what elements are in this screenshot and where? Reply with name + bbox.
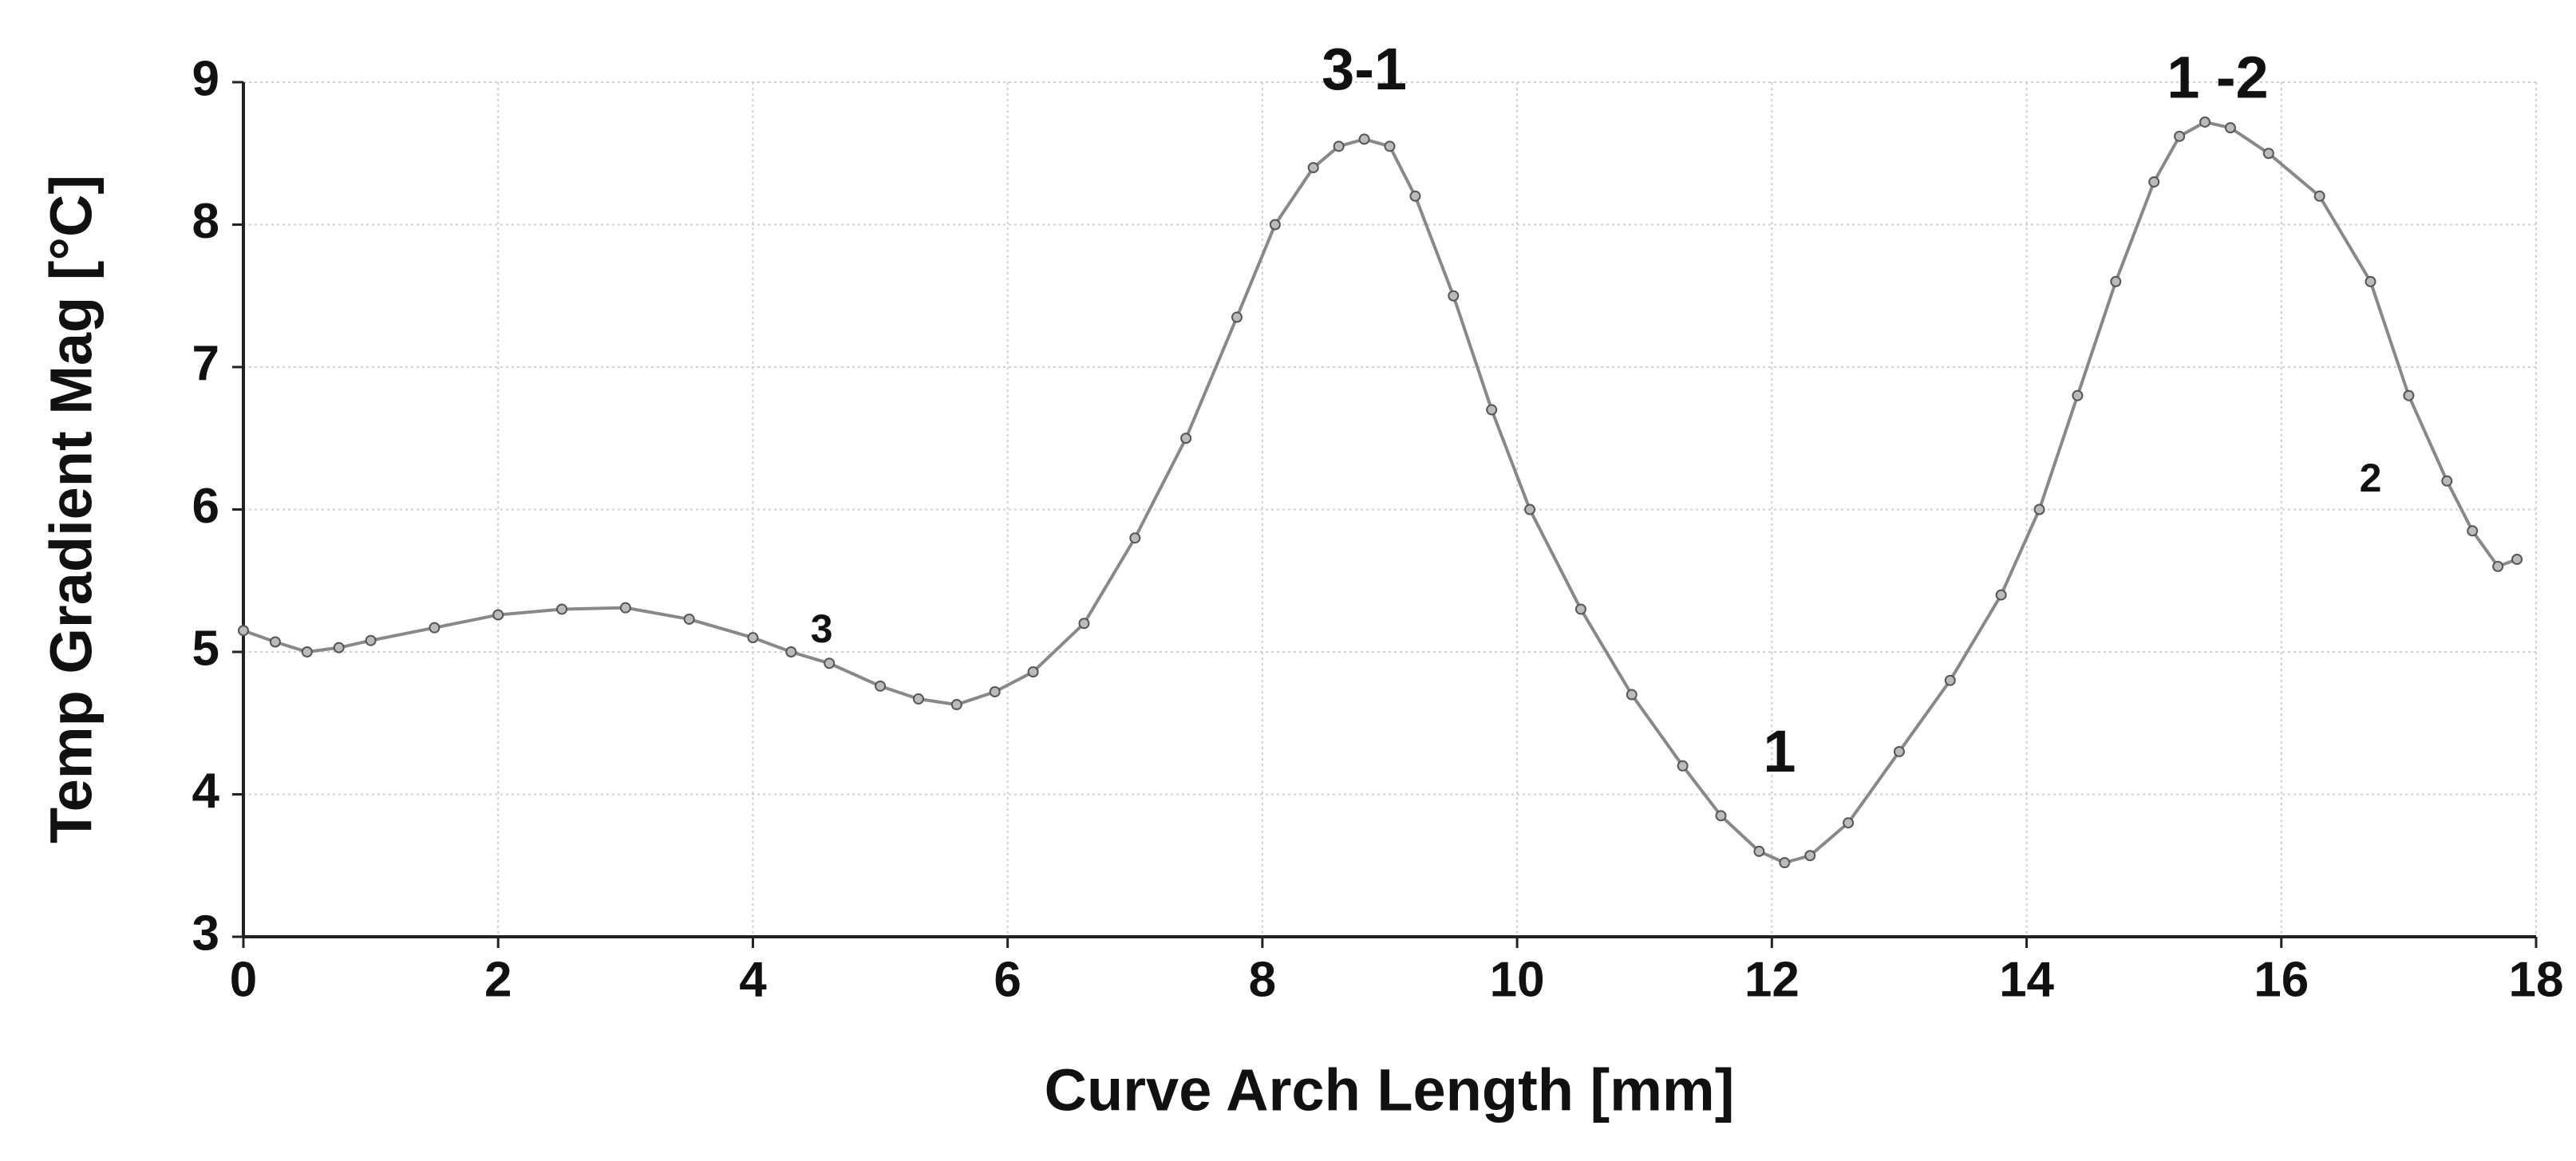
- point: [1944, 674, 1956, 686]
- point: [1180, 432, 1192, 444]
- point: [2511, 553, 2523, 565]
- point: [1715, 810, 1727, 822]
- point: [824, 658, 836, 669]
- point: [1995, 589, 2007, 601]
- point: [747, 632, 759, 644]
- x-tick-label: 12: [1744, 952, 1800, 1007]
- point: [301, 646, 313, 658]
- annotation: 1 -2: [2167, 45, 2269, 111]
- point: [238, 625, 249, 637]
- annotation: 2: [2360, 456, 2382, 500]
- point: [1804, 850, 1816, 862]
- point: [912, 693, 924, 705]
- point: [2199, 116, 2211, 128]
- point: [1779, 857, 1791, 869]
- y-tick-label: 3: [192, 906, 219, 961]
- point: [989, 685, 1001, 697]
- point: [1893, 745, 1905, 757]
- point: [1333, 140, 1345, 152]
- point: [950, 699, 962, 711]
- point: [2365, 275, 2376, 287]
- annotation: 3-1: [1322, 36, 1407, 102]
- x-tick-label: 16: [2254, 952, 2309, 1007]
- point: [333, 642, 345, 654]
- x-tick-label: 18: [2509, 952, 2564, 1007]
- x-tick-label: 8: [1249, 952, 1276, 1007]
- y-tick-label: 5: [192, 621, 219, 676]
- y-tick-label: 6: [192, 479, 219, 534]
- annotation: 3: [811, 606, 833, 651]
- x-tick-label: 2: [484, 952, 512, 1007]
- point: [2467, 525, 2479, 537]
- y-tick-label: 4: [192, 764, 220, 819]
- point: [1384, 140, 1396, 152]
- point: [2492, 560, 2504, 572]
- point: [1409, 190, 1421, 202]
- point: [2033, 503, 2045, 515]
- point: [2224, 122, 2236, 134]
- x-tick-label: 0: [230, 952, 257, 1007]
- point: [1524, 503, 1536, 515]
- x-tick-label: 14: [1999, 952, 2054, 1007]
- point: [1027, 665, 1039, 677]
- point: [1358, 133, 1370, 145]
- point: [785, 646, 797, 658]
- point: [2403, 389, 2415, 401]
- point: [875, 680, 887, 692]
- point: [619, 602, 631, 614]
- point: [556, 603, 568, 615]
- point: [1753, 845, 1765, 857]
- point: [492, 609, 504, 621]
- y-tick-label: 8: [192, 194, 219, 249]
- point: [1231, 311, 1243, 323]
- point: [365, 634, 377, 646]
- y-tick-label: 7: [192, 336, 219, 391]
- point: [1078, 618, 1090, 630]
- point: [1129, 532, 1141, 544]
- x-tick-label: 6: [994, 952, 1021, 1007]
- point: [2110, 275, 2122, 287]
- point: [1486, 404, 1498, 416]
- point: [269, 636, 281, 648]
- point: [1269, 219, 1281, 231]
- point: [683, 613, 695, 625]
- point: [1626, 689, 1638, 701]
- point: [2262, 148, 2274, 160]
- y-axis-title: Temp Gradient Mag [°C]: [38, 175, 105, 843]
- y-tick-label: 9: [192, 51, 219, 106]
- point: [2148, 176, 2160, 188]
- point: [2072, 389, 2084, 401]
- point: [1843, 817, 1855, 829]
- annotation: 1: [1763, 718, 1796, 784]
- point: [1574, 603, 1586, 615]
- x-axis-title: Curve Arch Length [mm]: [1045, 1057, 1735, 1123]
- point: [429, 622, 441, 634]
- point: [1307, 162, 1319, 174]
- point: [1677, 760, 1689, 772]
- point: [2313, 190, 2325, 202]
- x-tick-label: 4: [739, 952, 767, 1007]
- point: [1448, 290, 1460, 302]
- point: [2174, 130, 2186, 142]
- x-tick-label: 10: [1490, 952, 1545, 1007]
- line: [243, 120, 2518, 865]
- point: [2441, 475, 2453, 487]
